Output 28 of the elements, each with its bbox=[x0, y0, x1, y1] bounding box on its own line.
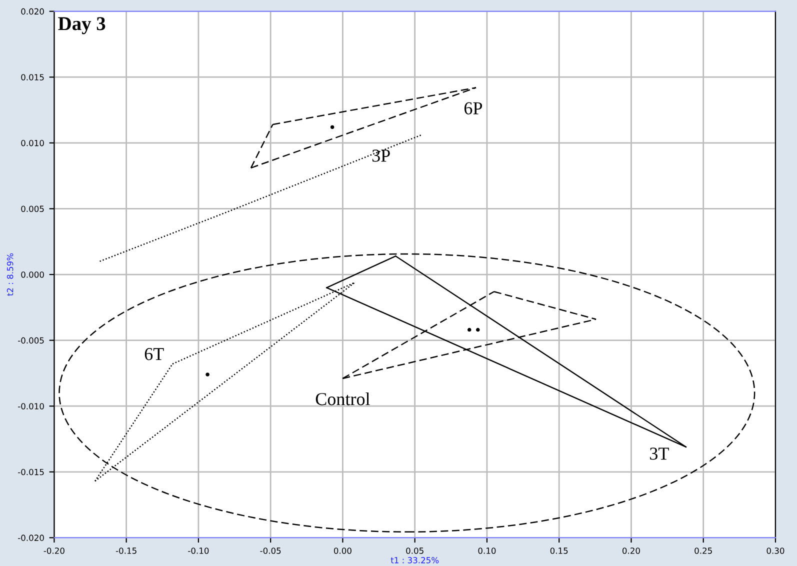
x-tick-label: 0.20 bbox=[622, 548, 640, 554]
x-tick-label: -0.10 bbox=[188, 548, 209, 554]
series-label: Control bbox=[316, 392, 370, 406]
series-label: 3P bbox=[372, 150, 390, 162]
chart-title: Day 3 bbox=[58, 17, 106, 34]
y-tick-label: 0.005 bbox=[21, 206, 44, 212]
x-tick-label: 0.00 bbox=[334, 548, 352, 554]
y-tick-label: -0.005 bbox=[18, 337, 44, 344]
y-tick-label: -0.020 bbox=[18, 534, 44, 541]
series-label: 6T bbox=[144, 348, 164, 360]
y-tick-label: 0.000 bbox=[21, 271, 44, 278]
y-tick-label: -0.015 bbox=[18, 468, 44, 476]
x-tick-label: 0.10 bbox=[478, 548, 496, 554]
y-axis-title: t2 : 8.59% bbox=[6, 253, 14, 296]
y-tick-label: 0.015 bbox=[21, 74, 44, 80]
series-label: 3T bbox=[650, 448, 669, 460]
series-label: 6P bbox=[464, 102, 482, 114]
y-tick-label: 0.020 bbox=[21, 8, 44, 15]
x-tick-label: 0.05 bbox=[406, 548, 424, 554]
x-tick-label: -0.05 bbox=[260, 548, 281, 554]
x-tick-label: 0.30 bbox=[766, 548, 784, 554]
x-tick-label: -0.20 bbox=[44, 548, 64, 554]
x-tick-label: 0.25 bbox=[694, 548, 712, 554]
y-tick-label: 0.010 bbox=[21, 140, 44, 146]
x-tick-label: -0.15 bbox=[116, 548, 136, 554]
y-tick-label: -0.010 bbox=[18, 403, 44, 410]
x-tick-label: 0.15 bbox=[550, 548, 568, 554]
x-axis-title: t1 : 33.25% bbox=[390, 557, 439, 564]
